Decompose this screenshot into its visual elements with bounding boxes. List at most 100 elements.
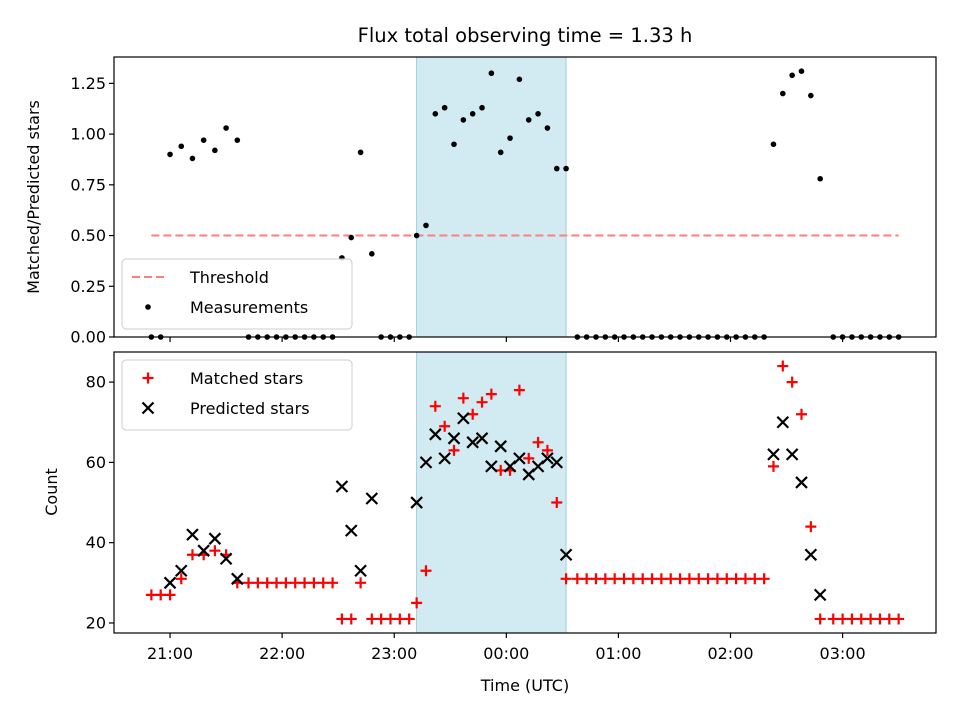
data-point [448, 444, 460, 456]
data-point [403, 613, 415, 625]
data-point [494, 440, 507, 453]
y-tick-label: 1.25 [70, 74, 106, 93]
x-axis-label: Time (UTC) [480, 676, 569, 695]
data-point [721, 573, 733, 585]
data-point [420, 565, 432, 577]
data-point [336, 613, 348, 625]
data-point [186, 549, 198, 561]
data-point [535, 111, 541, 117]
data-point [507, 135, 513, 141]
data-point [730, 573, 742, 585]
data-point [354, 564, 367, 578]
data-point [366, 613, 378, 625]
legend-label: Threshold [189, 268, 269, 287]
data-point [231, 572, 244, 586]
data-point [795, 476, 808, 489]
x-tick-label: 01:00 [595, 644, 641, 663]
data-point [432, 111, 439, 117]
data-point [308, 577, 320, 589]
data-point [513, 452, 526, 465]
x-tick-label: 00:00 [483, 644, 529, 663]
axes-frame [113, 351, 937, 634]
legend-box [121, 359, 353, 431]
data-point [476, 396, 488, 408]
data-point [451, 141, 457, 148]
legend-marker [145, 304, 151, 310]
data-point [429, 428, 442, 441]
data-point [485, 460, 498, 473]
data-point [560, 573, 572, 585]
legend-marker [141, 401, 155, 415]
data-point [865, 613, 877, 625]
data-point [280, 577, 292, 589]
data-point [413, 232, 420, 239]
data-point [212, 147, 218, 154]
data-point [243, 577, 255, 589]
y-tick-label: 1.00 [70, 125, 106, 144]
series-matched-stars [145, 360, 905, 625]
data-point [785, 448, 799, 461]
data-point [345, 613, 357, 625]
data-point [525, 117, 532, 123]
data-point [355, 577, 367, 589]
data-point [369, 251, 375, 257]
data-point [495, 464, 507, 476]
data-point [467, 408, 479, 420]
legend-label: Predicted stars [190, 399, 310, 418]
x-tick-label: 03:00 [820, 644, 866, 663]
data-point [541, 444, 553, 456]
series-predicted-stars [163, 411, 827, 602]
data-point [208, 532, 222, 545]
y-tick-label: 80 [86, 373, 106, 392]
data-point [702, 573, 714, 585]
data-point [419, 456, 433, 469]
data-point [541, 452, 554, 465]
bottom-y-axis-label: Count [42, 468, 61, 516]
data-point [777, 360, 789, 372]
data-point [375, 613, 387, 625]
data-point [344, 524, 358, 537]
data-point [167, 151, 173, 158]
data-point [789, 72, 795, 79]
data-point [234, 137, 241, 143]
data-point [357, 149, 364, 156]
data-point [189, 155, 196, 162]
data-point [618, 573, 630, 585]
data-point [423, 222, 429, 229]
y-tick-label: 40 [86, 533, 106, 552]
data-point [429, 400, 441, 412]
data-point [786, 376, 798, 388]
data-point [683, 573, 695, 585]
data-point [186, 528, 199, 541]
data-point [553, 165, 560, 172]
data-point [223, 125, 229, 131]
data-point [197, 544, 210, 557]
data-point [479, 104, 485, 111]
data-point [550, 456, 564, 469]
data-point [438, 452, 451, 465]
data-point [488, 70, 495, 77]
data-point [739, 573, 751, 585]
data-point [627, 573, 639, 585]
data-point [749, 573, 761, 585]
data-point [874, 613, 886, 625]
y-tick-label: 0.75 [70, 175, 106, 194]
data-point [289, 577, 301, 589]
data-point [411, 597, 423, 609]
data-point [219, 552, 233, 566]
data-point [145, 589, 157, 601]
legend-label: Measurements [190, 298, 308, 317]
data-point [174, 564, 188, 578]
data-point [551, 497, 563, 509]
data-point [559, 548, 573, 561]
chart-title: Flux total observing time = 1.33 h [358, 24, 693, 47]
data-point [780, 90, 786, 97]
data-point [348, 234, 355, 241]
top-panel: 0.00 0.25 0.50 0.75 1.00 1.25 Threshold Measure… [70, 56, 937, 347]
data-point [808, 92, 814, 99]
legend-marker [142, 372, 154, 384]
data-point [767, 460, 779, 472]
data-point [439, 420, 451, 432]
data-point [813, 588, 827, 602]
